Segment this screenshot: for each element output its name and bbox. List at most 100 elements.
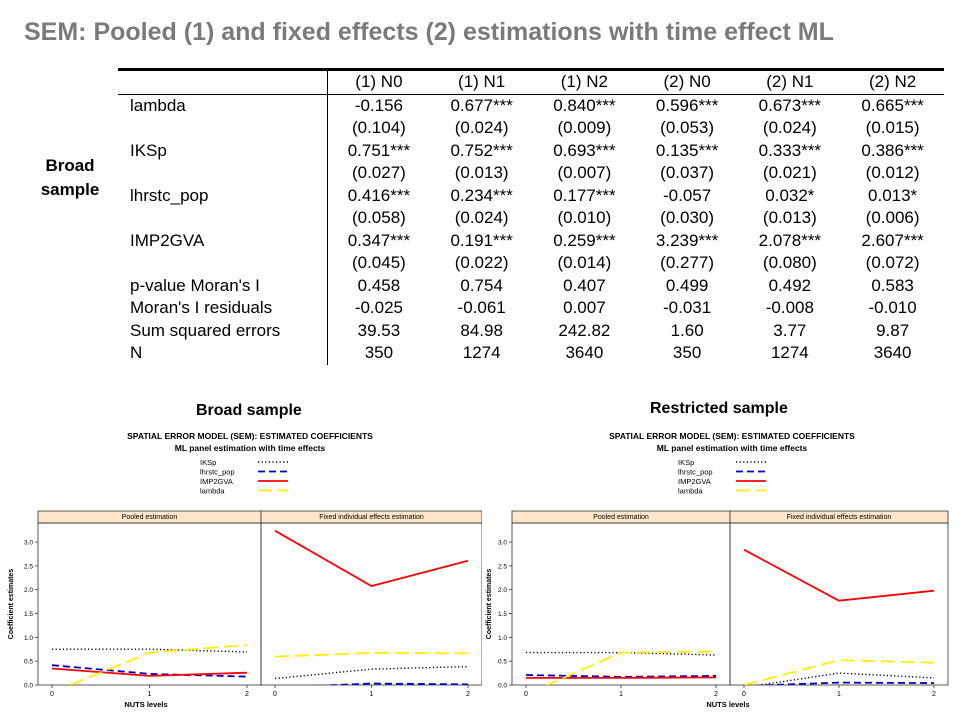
table-cell: (0.027) bbox=[351, 163, 406, 182]
header-corner bbox=[118, 71, 328, 95]
table-cell: 84.98 bbox=[460, 320, 503, 340]
table-row: lhrstc_pop 0.416*** 0.234*** 0.177*** -0.057… bbox=[118, 184, 944, 207]
chart-title: SPATIAL ERROR MODEL (SEM): ESTIMATED COE… bbox=[609, 431, 855, 441]
table-cell: (0.104) bbox=[351, 118, 406, 137]
table-cell: 0.840*** bbox=[553, 95, 616, 115]
y-tick-label: 1.5 bbox=[24, 611, 33, 618]
table-cell: 242.82 bbox=[558, 320, 611, 340]
table-row: IMP2GVA 0.347*** 0.191*** 0.259*** 3.239*** 2… bbox=[118, 229, 944, 252]
table-cell: 0.499 bbox=[665, 275, 709, 295]
x-tick-label: 1 bbox=[837, 691, 841, 698]
table-cell: 3.77 bbox=[773, 320, 807, 340]
series-line bbox=[274, 665, 469, 680]
broad-sample-heading: Broad sample bbox=[196, 402, 302, 419]
table-row: Moran's I residuals -0.025 -0.061 0.007 -0.0… bbox=[118, 297, 944, 320]
table-cell: (0.053) bbox=[660, 118, 715, 137]
table-cell: (0.080) bbox=[762, 253, 817, 272]
x-tick-label: 0 bbox=[50, 691, 54, 698]
series-line bbox=[316, 682, 469, 685]
x-axis-label: NUTS levels bbox=[124, 700, 167, 709]
table-cell: 0.673*** bbox=[758, 95, 822, 115]
table-cell: 0.752*** bbox=[450, 140, 513, 160]
restricted-sample-heading: Restricted sample bbox=[650, 400, 788, 417]
series-line bbox=[743, 548, 935, 602]
legend-label: lambda bbox=[678, 487, 703, 496]
table-header-row: (1) N0 (1) N1 (1) N2 (2) N0 (2) N1 (2) N… bbox=[118, 71, 944, 95]
x-tick-label: 2 bbox=[714, 691, 718, 698]
panel-frame bbox=[511, 522, 731, 686]
table-cell: (0.007) bbox=[557, 163, 612, 182]
table-cell: (0.013) bbox=[454, 163, 509, 182]
x-tick-label: 1 bbox=[619, 691, 623, 698]
series-line bbox=[743, 659, 935, 685]
row-label bbox=[118, 117, 328, 140]
table-cell: 3640 bbox=[565, 343, 604, 362]
broad-sample-side-label: Broad sample bbox=[40, 156, 100, 199]
legend-label: lhrstc_pop bbox=[200, 468, 235, 477]
row-label: lambda bbox=[118, 94, 328, 117]
legend-label: IKSp bbox=[678, 458, 694, 467]
x-tick-label: 0 bbox=[742, 691, 746, 698]
row-label: IKSp bbox=[118, 139, 328, 162]
table-cell: -0.010 bbox=[868, 298, 917, 317]
table-row: (0.027) (0.013) (0.007) (0.037) (0.021) (0.01… bbox=[118, 162, 944, 185]
y-axis-label: Coefficient estimates bbox=[8, 569, 15, 640]
table-cell: 0.386*** bbox=[861, 140, 924, 160]
table-cell: (0.058) bbox=[351, 208, 406, 227]
table-cell: 3640 bbox=[873, 343, 912, 362]
table-cell: 0.407 bbox=[563, 275, 606, 295]
column-header: (1) N0 bbox=[327, 71, 431, 95]
column-header: (2) N0 bbox=[635, 71, 739, 95]
x-tick-label: 1 bbox=[148, 691, 152, 698]
table-row: N 350 1274 3640 350 1274 3640 bbox=[118, 342, 944, 365]
table-row: lambda -0.156 0.677*** 0.840*** 0.596*** 0.67… bbox=[118, 94, 944, 117]
series-line bbox=[274, 651, 469, 658]
table-cell: 1274 bbox=[462, 343, 501, 362]
table-cell: (0.024) bbox=[454, 208, 509, 227]
x-tick-label: 2 bbox=[932, 691, 936, 698]
table-cell: (0.006) bbox=[865, 208, 920, 227]
x-tick-label: 0 bbox=[273, 691, 277, 698]
table-cell: (0.037) bbox=[660, 163, 715, 182]
y-tick-label: 1.5 bbox=[498, 611, 507, 618]
table-cell: (0.014) bbox=[557, 253, 612, 272]
table-cell: (0.024) bbox=[454, 118, 509, 137]
table-cell: 2.607*** bbox=[861, 230, 924, 250]
results-table: (1) N0 (1) N1 (1) N2 (2) N0 (2) N1 (2) N… bbox=[118, 71, 944, 365]
table-cell: 0.754 bbox=[460, 275, 503, 295]
row-label: Moran's I residuals bbox=[118, 297, 328, 320]
broad-sample-chart: SPATIAL ERROR MODEL (SEM): ESTIMATED COE… bbox=[8, 431, 482, 709]
series-line bbox=[51, 667, 248, 677]
x-tick-label: 2 bbox=[245, 691, 249, 698]
table-cell: 0.347*** bbox=[347, 230, 411, 250]
y-tick-label: 2.5 bbox=[24, 563, 33, 570]
y-tick-label: 2.0 bbox=[498, 587, 507, 594]
table-body: lambda -0.156 0.677*** 0.840*** 0.596*** 0.67… bbox=[118, 94, 944, 365]
panel-frame bbox=[37, 522, 262, 686]
table-cell: (0.045) bbox=[351, 253, 406, 272]
column-header: (1) N2 bbox=[533, 71, 636, 95]
panel-frame bbox=[729, 522, 949, 686]
table-cell: 0.259*** bbox=[553, 230, 616, 250]
slide-title: SEM: Pooled (1) and fixed effects (2) es… bbox=[24, 18, 834, 46]
column-header: (2) N1 bbox=[738, 71, 842, 95]
table-cell: 0.007 bbox=[563, 298, 606, 317]
column-header: (2) N2 bbox=[841, 71, 944, 95]
table-row: (0.104) (0.024) (0.009) (0.053) (0.024) (0.01… bbox=[118, 117, 944, 140]
table-cell: (0.013) bbox=[762, 208, 817, 227]
legend-label: IMP2GVA bbox=[200, 477, 233, 486]
legend-label: IKSp bbox=[200, 458, 216, 467]
table-cell: 3.239*** bbox=[655, 230, 719, 250]
y-tick-label: 3.0 bbox=[24, 540, 33, 547]
table-cell: 0.191*** bbox=[450, 230, 513, 250]
y-tick-label: 2.0 bbox=[24, 587, 33, 594]
series-line bbox=[746, 681, 935, 685]
row-label: lhrstc_pop bbox=[118, 184, 328, 207]
table-cell: (0.021) bbox=[762, 163, 817, 182]
table-cell: -0.008 bbox=[765, 298, 814, 317]
table-cell: 0.458 bbox=[357, 275, 401, 295]
legend-label: lhrstc_pop bbox=[678, 468, 713, 477]
y-tick-label: 0.0 bbox=[24, 683, 33, 690]
table-cell: (0.277) bbox=[660, 253, 715, 272]
table-cell: 0.333*** bbox=[758, 140, 822, 160]
